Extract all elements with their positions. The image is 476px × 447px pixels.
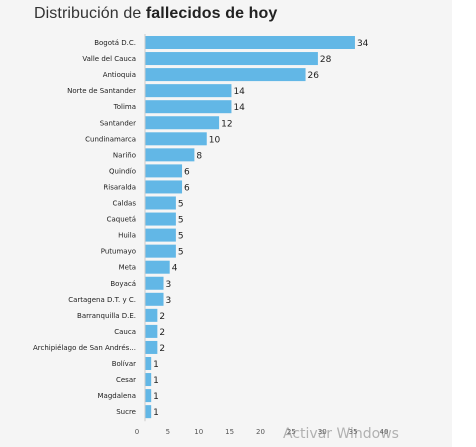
category-label: Caquetá	[107, 216, 136, 224]
bar	[145, 196, 176, 210]
bar	[145, 308, 158, 322]
bar	[145, 357, 152, 370]
category-label: Tolima	[113, 103, 136, 111]
category-label: Nariño	[113, 151, 136, 159]
bar	[145, 276, 164, 290]
bar	[145, 68, 306, 82]
bar	[145, 180, 183, 194]
bar-value-label: 10	[209, 135, 221, 145]
bar	[145, 228, 176, 242]
category-label: Archipiélago de San Andrés...	[33, 344, 136, 352]
bar-value-label: 1	[153, 408, 159, 418]
activate-windows-watermark: Activar Windows	[283, 426, 399, 442]
bar-value-label: 1	[153, 360, 159, 370]
x-tick-label: 15	[225, 428, 234, 436]
category-label: Meta	[119, 264, 136, 272]
bar-value-label: 1	[153, 376, 159, 386]
category-label: Sucre	[116, 408, 136, 416]
x-tick-label: 30	[318, 428, 327, 436]
category-label: Barranquilla D.E.	[77, 312, 136, 320]
category-label: Santander	[100, 119, 136, 127]
bar-value-label: 14	[233, 103, 245, 113]
category-label: Huila	[118, 232, 136, 240]
category-label: Bogotá D.C.	[94, 39, 136, 47]
category-label: Putumayo	[101, 248, 136, 256]
category-label: Cundinamarca	[85, 135, 136, 143]
bar-value-label: 34	[357, 39, 369, 49]
bar-value-label: 6	[184, 167, 190, 177]
bar	[145, 212, 176, 226]
bar-value-label: 1	[153, 392, 159, 402]
bar	[145, 52, 318, 66]
bar-value-label: 2	[159, 328, 165, 338]
x-tick-label: 35	[349, 428, 358, 436]
x-tick-label: 20	[256, 428, 265, 436]
bar	[145, 36, 355, 49]
category-label: Cesar	[116, 376, 136, 384]
category-label: Norte de Santander	[67, 87, 136, 95]
bar-value-label: 8	[196, 151, 202, 161]
bar	[145, 244, 176, 258]
category-label: Bolívar	[112, 360, 136, 368]
bar-value-label: 14	[233, 87, 245, 97]
bar-value-label: 2	[159, 344, 165, 354]
bar-value-label: 12	[221, 119, 232, 129]
bar-value-label: 5	[178, 216, 184, 226]
category-label: Valle del Cauca	[82, 55, 136, 63]
bar-value-label: 3	[166, 296, 172, 306]
bar	[145, 389, 152, 403]
bar	[145, 100, 232, 114]
bar	[145, 132, 207, 146]
bar-value-label: 5	[178, 232, 184, 242]
bar	[145, 324, 158, 338]
bar-value-label: 5	[178, 248, 184, 258]
category-label: Caldas	[112, 200, 136, 208]
chart-title: Distribución de fallecidos de hoy	[34, 5, 277, 23]
chart-title-prefix: Distribución de	[34, 5, 146, 22]
bar	[145, 164, 183, 178]
category-label: Quindío	[109, 167, 136, 175]
bar-value-label: 26	[308, 71, 320, 81]
category-label: Antioquia	[103, 71, 136, 79]
bar	[145, 260, 170, 274]
category-label: Boyacá	[110, 280, 136, 288]
category-label: Cartagena D.T. y C.	[68, 296, 136, 304]
bar	[145, 405, 152, 419]
x-tick-label: 10	[194, 428, 203, 436]
category-label: Risaralda	[103, 183, 136, 191]
bar-value-label: 2	[159, 312, 165, 322]
bar-value-label: 3	[166, 280, 172, 290]
x-tick-label: 40	[380, 428, 389, 436]
bar	[145, 84, 232, 98]
x-tick-label: 0	[135, 428, 139, 436]
bar	[145, 292, 164, 306]
bar-value-label: 5	[178, 200, 184, 210]
bar	[145, 148, 195, 162]
x-tick-label: 5	[166, 428, 170, 436]
bar	[145, 373, 152, 387]
bar	[145, 340, 158, 354]
bar-value-label: 28	[320, 55, 332, 65]
chart-card: Distribución de fallecidos de hoy Bogotá…	[32, 5, 389, 436]
bar	[145, 116, 220, 130]
bar-value-label: 6	[184, 183, 190, 193]
category-label: Cauca	[114, 328, 136, 336]
category-label: Magdalena	[98, 392, 136, 400]
x-tick-label: 25	[287, 428, 296, 436]
bar-value-label: 4	[172, 264, 178, 274]
chart-title-bold: fallecidos de hoy	[145, 5, 278, 22]
